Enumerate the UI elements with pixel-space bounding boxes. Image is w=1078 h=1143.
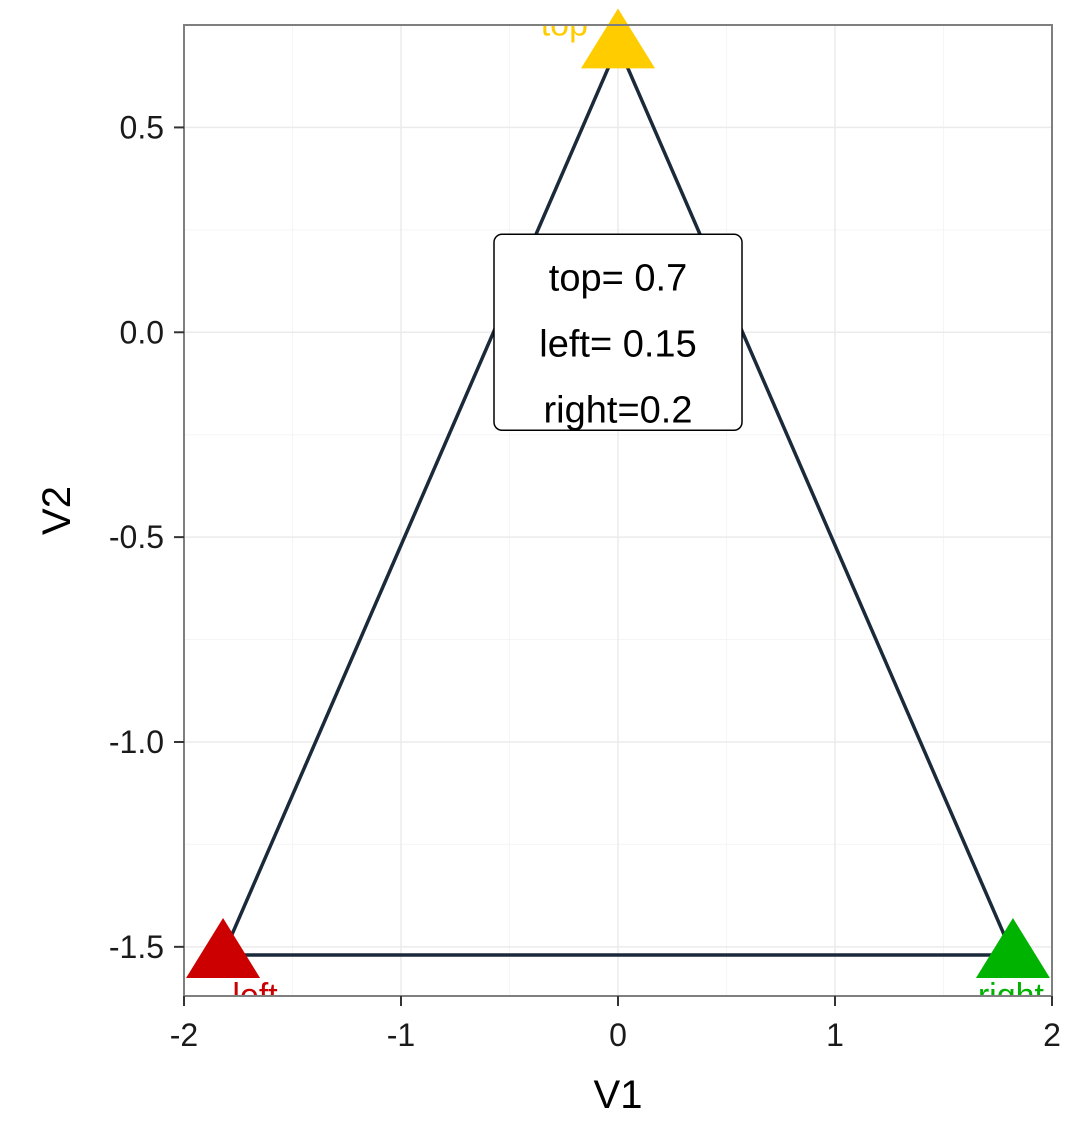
y-tick-label: 0.5 [120, 109, 164, 145]
marker-left [186, 918, 261, 978]
vertex-label-top: top [541, 5, 588, 43]
x-tick-label: 1 [826, 1017, 844, 1053]
edge-right-top [616, 44, 1015, 956]
annotation-line: top= 0.7 [549, 257, 687, 299]
x-axis-title: V1 [594, 1073, 643, 1117]
y-axis-title: V2 [35, 486, 79, 535]
edge-top-left [221, 44, 620, 956]
annotation-line: left= 0.15 [539, 323, 696, 365]
y-axis: 0.5 0.0 -0.5 -1.0 -1.5 [109, 109, 184, 965]
annotation-line: right=0.2 [544, 389, 693, 431]
vertex-markers [186, 8, 1050, 978]
x-tick-label: 0 [609, 1017, 627, 1053]
x-axis: -2 -1 0 1 2 [170, 996, 1061, 1053]
annotation-box-frame [493, 233, 743, 432]
y-tick-label: -1.5 [109, 929, 164, 965]
y-tick-label: -1.0 [109, 724, 164, 760]
triangle-edges [221, 44, 1015, 957]
y-tick-label: 0.0 [120, 314, 164, 350]
vertex-label-left: left [232, 977, 278, 1015]
x-tick-label: 2 [1043, 1017, 1061, 1053]
vertex-labels: top left right [232, 5, 1045, 1015]
marker-top [581, 8, 655, 69]
x-tick-label: -1 [387, 1017, 415, 1053]
x-tick-label: -2 [170, 1017, 198, 1053]
y-tick-label: -0.5 [109, 519, 164, 555]
vertex-label-right: right [978, 977, 1045, 1015]
marker-right [975, 918, 1050, 978]
annotation-box: top= 0.7 left= 0.15 right=0.2 [493, 233, 743, 432]
